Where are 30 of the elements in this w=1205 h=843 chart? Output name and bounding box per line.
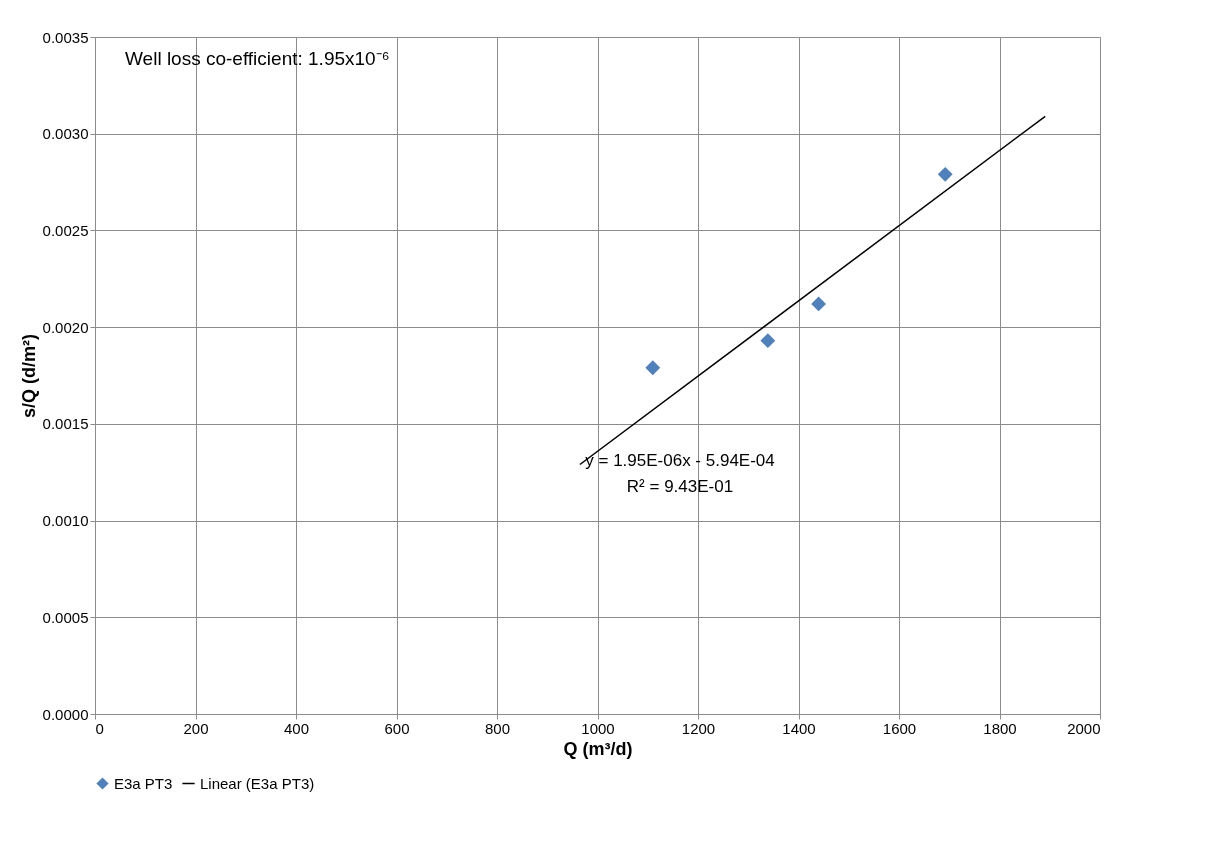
x-tick-label: 0 [95,719,104,737]
y-tick-label: 0.0030 [42,125,89,143]
x-tick-label: 600 [384,719,410,737]
x-tick-label: 200 [183,719,209,737]
y-tick-label: 0.0025 [42,221,89,239]
x-tick-label: 400 [283,719,310,737]
y-tick-label: 0.0010 [42,512,89,530]
point [811,296,827,312]
y-axis-title: s/Q (d/m²) [18,334,39,418]
x-tick-label: 1800 [983,719,1017,737]
x-axis-title: Q (m³/d) [563,738,633,759]
annotation: y = 1.95E-06x - 5.94E-04 [585,451,775,470]
x-tick-label: 1600 [882,719,917,737]
y-tick-label: 0.0035 [42,28,89,46]
x-tick-label: 1200 [681,719,716,737]
x-tick-label: 1400 [782,719,816,737]
legend-label: E3a PT3 [114,774,173,792]
x-tick-label: 1000 [581,719,615,737]
point [645,360,661,376]
x-tick-label: 2000 [1067,719,1101,737]
annotation: R² = 9.43E-01 [626,477,734,496]
point [937,166,953,182]
y-tick-label: 0.0020 [42,318,89,336]
y-tick-label: 0.0015 [42,415,89,433]
x-tick-label: 800 [484,719,511,737]
annotation: Well loss co-efficient: 1.95x10⁻⁶ [125,48,390,69]
point [760,333,776,349]
y-tick-label: 0.0005 [42,608,89,626]
legend-label: Linear (E3a PT3) [200,774,315,792]
y-tick-label: 0.0000 [42,705,89,723]
